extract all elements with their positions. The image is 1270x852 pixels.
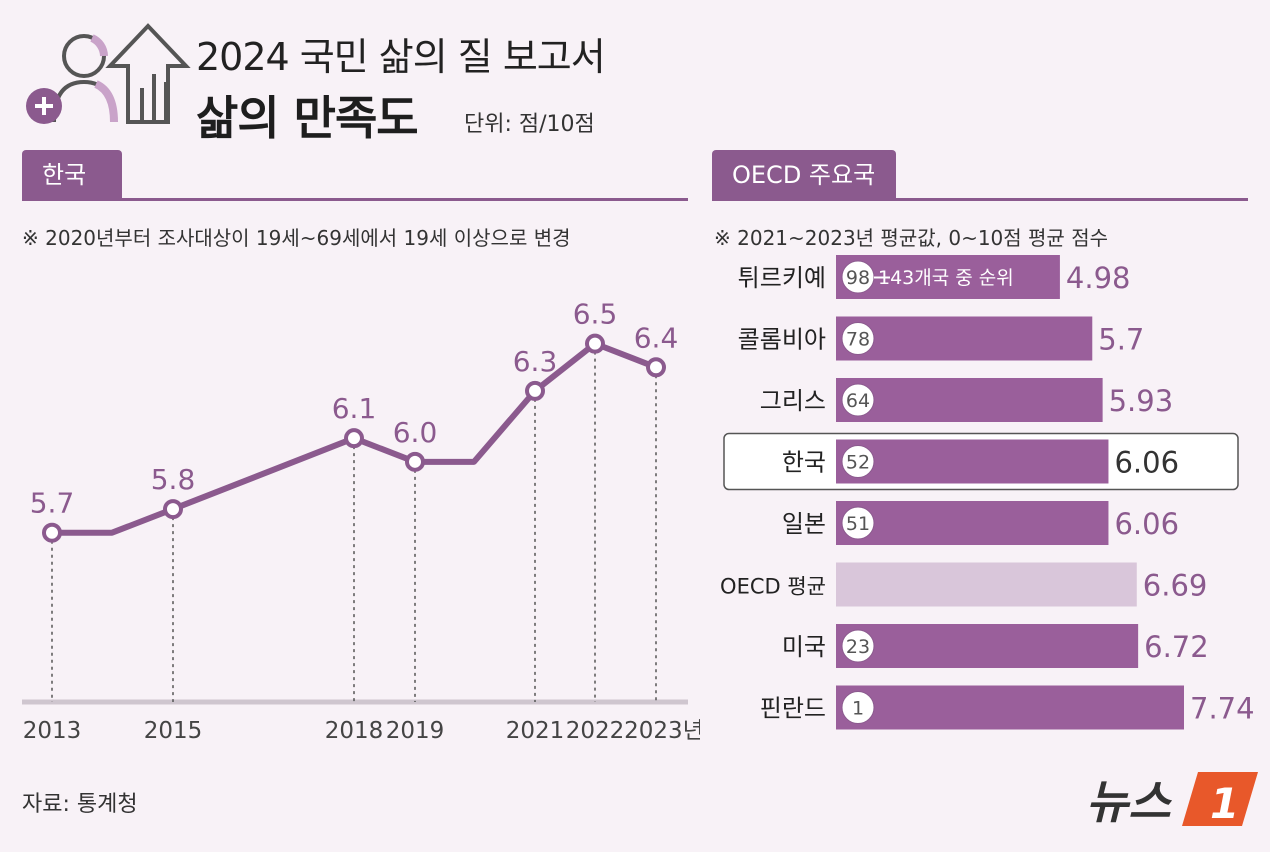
korea-line-chart: 5.7 5.8 6.1 6.0 6.3 6.5 6.4 2013 2015 2018 2019 202… — [22, 298, 700, 744]
point-2013 — [42, 522, 62, 543]
value-label-bar-5: 6.69 — [1143, 569, 1208, 603]
rank-note: 143개국 중 순위 — [878, 267, 1014, 289]
rank-circle-3 — [841, 445, 875, 478]
korea-note: ※ 2020년부터 조사대상이 19세~69세에서 19세 이상으로 변경 — [22, 226, 571, 250]
korea-section-tab: 한국 — [22, 150, 122, 200]
oecd-bar-chart: 튀르키예 98 143개국 중 순위 4.98 콜롬비아 78 5.7 그리스 64 5.93 한국… — [720, 255, 1255, 730]
bar-1 — [836, 316, 1093, 361]
point-2015 — [163, 499, 183, 520]
rank-label-0: 98 — [846, 267, 870, 289]
category-label-4: 일본 — [782, 510, 826, 538]
bar-3 — [836, 439, 1109, 484]
value-label-2019: 6.0 — [393, 416, 438, 449]
x-tick-2: 2018 — [325, 718, 384, 744]
category-label-6: 미국 — [782, 633, 826, 661]
value-label-bar-2: 5.93 — [1109, 384, 1174, 418]
x-tick-6: 2023년 — [624, 718, 700, 744]
unit-label: 단위: 점/10점 — [464, 112, 595, 137]
value-label-2013: 5.7 — [30, 487, 75, 520]
rank-circle-6 — [841, 629, 875, 663]
rank-label-7: 1 — [852, 698, 864, 720]
bar-4 — [836, 501, 1109, 545]
logo-mark: 1 — [1210, 779, 1239, 828]
x-tick-1: 2015 — [144, 718, 203, 744]
rank-label-3: 52 — [846, 452, 870, 474]
point-2023 — [646, 357, 666, 378]
x-tick-3: 2019 — [386, 718, 445, 744]
value-label-2015: 5.8 — [151, 463, 196, 496]
rank-circle-2 — [841, 383, 875, 417]
rank-circle-7 — [841, 691, 875, 724]
bar-5 — [836, 562, 1137, 607]
value-label-bar-3: 6.06 — [1114, 446, 1179, 480]
x-tick-4: 2021 — [506, 718, 565, 744]
rank-circle-4 — [841, 506, 875, 540]
point-2022 — [585, 333, 605, 354]
category-label-3: 한국 — [782, 449, 826, 477]
rank-circle-1 — [841, 322, 875, 355]
bar-7 — [836, 685, 1184, 730]
rank-label-2: 64 — [846, 390, 870, 412]
oecd-section-divider — [712, 198, 1248, 201]
value-label-2023: 6.4 — [634, 321, 679, 354]
news1-logo: 뉴스 1 — [1086, 772, 1258, 829]
value-label-2018: 6.1 — [332, 392, 377, 425]
value-label-bar-0: 4.98 — [1066, 261, 1131, 295]
rank-label-4: 51 — [846, 513, 870, 535]
oecd-note: ※ 2021~2023년 평균값, 0~10점 평균 점수 — [714, 226, 1108, 250]
rank-label-6: 23 — [846, 636, 870, 658]
bar-2 — [836, 378, 1103, 422]
value-label-2022: 6.5 — [573, 298, 618, 331]
report-title: 2024 국민 삶의 질 보고서 — [196, 35, 606, 79]
person-growth-icon — [26, 23, 191, 124]
value-label-bar-7: 7.74 — [1190, 692, 1255, 726]
source-note: 자료: 통계청 — [22, 792, 138, 817]
category-label-0: 튀르키예 — [738, 264, 826, 292]
x-tick-5: 2022 — [566, 718, 625, 744]
x-tick-0: 2013 — [23, 718, 82, 744]
value-label-bar-1: 5.7 — [1098, 323, 1144, 357]
point-2018 — [344, 428, 364, 449]
oecd-section-tab: OECD 주요국 — [712, 150, 896, 200]
point-2019 — [405, 451, 425, 472]
bar-6 — [836, 624, 1139, 668]
point-2021 — [525, 380, 545, 401]
value-label-2021: 6.3 — [513, 345, 558, 378]
rank-label-1: 78 — [846, 329, 870, 351]
chart-title: 삶의 만족도 — [196, 91, 419, 145]
category-label-5: OECD 평균 — [720, 575, 826, 599]
category-label-7: 핀란드 — [760, 695, 826, 723]
value-label-bar-4: 6.06 — [1114, 507, 1179, 541]
category-label-2: 그리스 — [760, 387, 826, 415]
korea-section-divider — [22, 198, 688, 201]
category-label-1: 콜롬비아 — [738, 326, 826, 354]
value-label-bar-6: 6.72 — [1144, 630, 1209, 664]
logo-text: 뉴스 — [1086, 775, 1172, 829]
